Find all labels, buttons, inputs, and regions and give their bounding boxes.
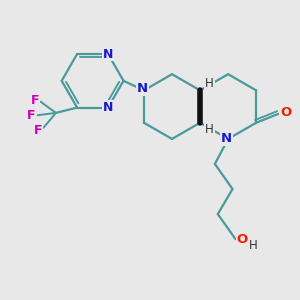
Text: N: N	[137, 82, 148, 95]
Text: H: H	[205, 123, 214, 136]
Text: O: O	[236, 232, 247, 246]
Text: O: O	[280, 106, 291, 119]
Text: N: N	[103, 47, 113, 61]
Text: F: F	[34, 124, 43, 137]
Text: H: H	[249, 239, 258, 252]
Text: H: H	[205, 77, 214, 90]
Text: F: F	[31, 94, 40, 107]
Text: F: F	[27, 109, 35, 122]
Text: N: N	[103, 101, 113, 114]
Text: N: N	[221, 132, 232, 145]
